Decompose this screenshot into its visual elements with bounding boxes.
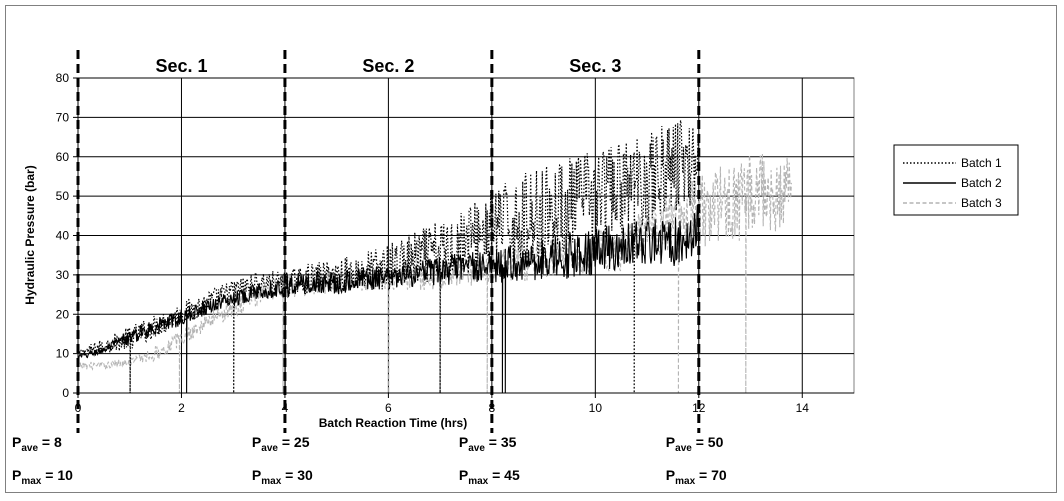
y-tick-label: 0 bbox=[62, 386, 69, 400]
stat-p-max-4: Pmax = 70 bbox=[666, 467, 727, 487]
y-tick-label: 50 bbox=[56, 189, 70, 203]
legend-label-3: Batch 3 bbox=[961, 196, 1002, 210]
stat-p-max-2: Pmax = 30 bbox=[252, 467, 313, 487]
x-axis-title: Batch Reaction Time (hrs) bbox=[319, 416, 467, 430]
stat-p-max-1: Pmax = 10 bbox=[12, 467, 73, 487]
y-tick-label: 40 bbox=[56, 229, 70, 243]
legend-label-1: Batch 1 bbox=[961, 156, 1002, 170]
legend: Batch 1 Batch 2 Batch 3 bbox=[893, 144, 1019, 216]
x-tick-label: 12 bbox=[692, 401, 706, 415]
x-tick-label: 6 bbox=[385, 401, 392, 415]
y-tick-label: 70 bbox=[56, 110, 70, 124]
x-tick-label: 10 bbox=[589, 401, 603, 415]
stat-p-ave-2: Pave = 25 bbox=[252, 434, 310, 454]
stat-p-ave-1: Pave = 8 bbox=[12, 434, 62, 454]
series-line-3 bbox=[78, 153, 792, 393]
section-labels: Sec. 1 Sec. 2 Sec. 3 bbox=[155, 56, 621, 76]
section-label-3: Sec. 3 bbox=[569, 56, 621, 76]
section-label-2: Sec. 2 bbox=[362, 56, 414, 76]
y-tick-label: 20 bbox=[56, 307, 70, 321]
chart-frame: 0 10 20 30 40 50 60 70 80 0 2 4 6 8 10 12 14 Sec. 1 Sec. … bbox=[5, 5, 1057, 493]
x-tick-label: 14 bbox=[796, 401, 810, 415]
stat-p-max-3: Pmax = 45 bbox=[459, 467, 520, 487]
x-tick-label: 8 bbox=[489, 401, 496, 415]
y-tick-label: 60 bbox=[56, 150, 70, 164]
y-tick-label: 30 bbox=[56, 268, 70, 282]
series-layer bbox=[78, 120, 792, 393]
series-line-1 bbox=[78, 120, 700, 393]
x-tick-label: 2 bbox=[178, 401, 185, 415]
stat-p-ave-4: Pave = 50 bbox=[666, 434, 724, 454]
section-stats: Pave = 8 Pmax = 10 Pave = 25 Pmax = 30 Pave … bbox=[12, 434, 727, 487]
y-tick-label: 80 bbox=[56, 71, 70, 85]
x-tick-label: 0 bbox=[75, 401, 82, 415]
y-tick-label: 10 bbox=[56, 347, 70, 361]
axes: 0 10 20 30 40 50 60 70 80 0 2 4 6 8 10 12 14 bbox=[56, 71, 854, 415]
section-label-1: Sec. 1 bbox=[155, 56, 207, 76]
y-axis-title: Hydraulic Pressure (bar) bbox=[23, 165, 37, 304]
stat-p-ave-3: Pave = 35 bbox=[459, 434, 517, 454]
legend-label-2: Batch 2 bbox=[961, 176, 1002, 190]
x-tick-label: 4 bbox=[282, 401, 289, 415]
